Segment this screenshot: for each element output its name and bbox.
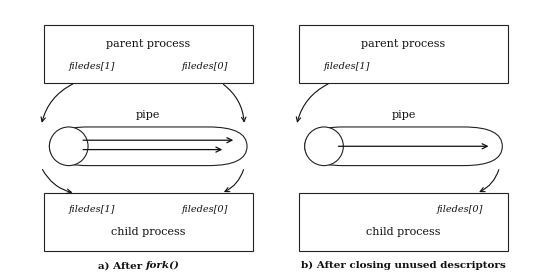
Text: filedes[0]: filedes[0]: [181, 205, 228, 214]
FancyBboxPatch shape: [44, 193, 253, 251]
Text: child process: child process: [111, 227, 186, 237]
Text: parent process: parent process: [361, 39, 446, 49]
Text: b) After closing unused descriptors: b) After closing unused descriptors: [301, 261, 506, 270]
Ellipse shape: [305, 127, 343, 166]
Ellipse shape: [49, 127, 88, 166]
Text: filedes[0]: filedes[0]: [436, 205, 483, 214]
Text: filedes[0]: filedes[0]: [181, 62, 228, 71]
FancyBboxPatch shape: [299, 25, 508, 83]
FancyBboxPatch shape: [299, 193, 508, 251]
Text: pipe: pipe: [136, 110, 160, 120]
Text: child process: child process: [366, 227, 441, 237]
Text: pipe: pipe: [391, 110, 416, 120]
FancyBboxPatch shape: [305, 127, 502, 166]
FancyBboxPatch shape: [49, 127, 247, 166]
Text: filedes[1]: filedes[1]: [69, 62, 115, 71]
Text: parent process: parent process: [106, 39, 191, 49]
Text: a) After: a) After: [98, 261, 145, 270]
Text: filedes[1]: filedes[1]: [69, 205, 115, 214]
Text: filedes[1]: filedes[1]: [324, 62, 371, 71]
Text: fork(): fork(): [145, 261, 180, 270]
FancyBboxPatch shape: [44, 25, 253, 83]
